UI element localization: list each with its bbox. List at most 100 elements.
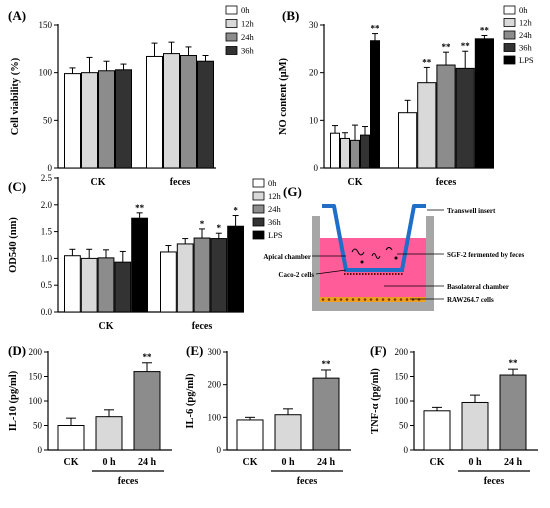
bar-e	[236, 419, 264, 451]
bar-f	[423, 410, 451, 451]
legend-label: 0h	[241, 5, 250, 15]
bar-b	[398, 112, 418, 169]
significance-marker: **	[442, 42, 452, 52]
significance-marker: *	[233, 206, 238, 216]
bar-f	[499, 374, 527, 451]
y-tick-label: 200	[29, 347, 43, 357]
significance-marker: **	[422, 57, 432, 67]
y-tick-label: 150	[39, 20, 53, 30]
feces-group-label: feces	[118, 476, 139, 487]
significance-marker: **	[480, 25, 490, 35]
raw264-cell-dot	[405, 298, 409, 301]
x-category-label: 24 h	[317, 457, 336, 468]
legend-swatch	[503, 18, 516, 27]
bar-b	[350, 139, 360, 169]
label-transwell-insert: Transwell insert	[447, 207, 496, 215]
raw264-cell-dot	[321, 298, 325, 301]
raw264-cell-dot	[393, 298, 397, 301]
legend-swatch	[225, 19, 238, 28]
y-tick-label: 100	[39, 68, 53, 78]
bar-b	[360, 134, 370, 169]
bar-a	[197, 60, 214, 169]
y-tick-label: 100	[395, 396, 409, 406]
y-axis-label: NO content (μM)	[278, 57, 289, 135]
bar-d	[133, 371, 161, 451]
x-category-label: feces	[192, 321, 213, 332]
x-category-label: 0 h	[281, 457, 295, 468]
leader-line	[315, 269, 347, 275]
legend-swatch	[252, 204, 265, 214]
y-tick-label: 10	[309, 115, 319, 125]
legend-swatch	[225, 5, 238, 15]
bar-c	[227, 225, 244, 313]
bar-a	[98, 70, 115, 169]
legend-label: 36h	[268, 217, 282, 227]
bar-a	[115, 69, 132, 169]
y-tick-label: 50	[33, 421, 43, 431]
x-category-label: CK	[64, 457, 79, 468]
bar-a	[81, 72, 98, 169]
well-left-wall	[312, 216, 320, 310]
legend-swatch	[252, 191, 265, 201]
x-category-label: 24 h	[504, 457, 523, 468]
label-basolateral-chamber: Basolateral chamber	[447, 283, 509, 291]
x-category-label: feces	[436, 177, 457, 188]
y-tick-label: 300	[208, 347, 222, 357]
raw264-cell-dot	[381, 298, 385, 301]
label-sgf2: SGF-2 fermented by feces	[447, 251, 524, 259]
x-category-label: 24 h	[138, 457, 157, 468]
legend-swatch	[225, 32, 238, 42]
panel-e-il6-chart: (E) 0 100 200 300 IL-6 (pg/ml) CK 0 h ** 24 h fece…	[185, 343, 351, 487]
y-tick-label: 0	[48, 163, 53, 173]
x-category-label: CK	[348, 177, 363, 188]
bar-e	[312, 377, 340, 451]
panel-f-tnf-alpha-chart: (F) 0 50 100 150 200 TNF-α (pg/ml) CK 0 h ** 24 h f…	[370, 343, 538, 487]
significance-marker: **	[371, 24, 381, 34]
y-tick-label: 2.5	[41, 173, 53, 183]
bacteria-squiggle	[371, 253, 381, 259]
legend-swatch	[225, 46, 238, 55]
raw264-cell-dot	[351, 298, 355, 301]
bar-b	[370, 40, 380, 169]
legend-label: 24h	[268, 204, 282, 214]
x-category-label: 0 h	[102, 457, 116, 468]
significance-marker: *	[217, 223, 222, 233]
raw264-cell-dot	[387, 298, 391, 301]
raw264-cell-layer	[320, 297, 426, 302]
panel-label-g: (G)	[283, 184, 302, 199]
bacteria-squiggle	[351, 248, 365, 256]
legend-swatch	[503, 5, 516, 15]
y-axis-label: IL-10 (pg/ml)	[8, 370, 19, 431]
significance-marker: *	[200, 219, 205, 229]
legend-label: 36h	[519, 43, 533, 53]
y-axis-label: TNF-α (pg/ml)	[370, 368, 381, 434]
y-tick-label: 0	[38, 445, 43, 455]
raw264-cell-dot	[363, 298, 367, 301]
raw264-cell-dot	[339, 298, 343, 301]
y-tick-label: 0.0	[41, 307, 53, 317]
bar-c	[97, 257, 115, 313]
significance-marker: **	[135, 203, 145, 213]
bar-b	[474, 38, 494, 169]
feces-group-label: feces	[297, 476, 318, 487]
raw264-cell-dot	[417, 298, 421, 301]
bar-b	[436, 64, 456, 169]
legend-swatch	[503, 55, 516, 65]
legend-label: 36h	[241, 46, 255, 56]
legend-label: LPS	[519, 55, 534, 65]
y-tick-label: 150	[29, 372, 43, 382]
legend-label: 12h	[241, 19, 255, 29]
raw264-cell-dot	[333, 298, 337, 301]
bacteria-squiggle	[385, 247, 393, 251]
legend-swatch	[252, 217, 265, 227]
raw264-cell-dot	[345, 298, 349, 301]
bar-a	[163, 53, 180, 169]
x-category-label: CK	[243, 457, 258, 468]
transwell-insert-outline	[322, 204, 426, 272]
bar-c	[64, 255, 81, 313]
y-tick-label: 0	[314, 163, 319, 173]
y-tick-label: 2.0	[41, 200, 53, 210]
bar-b	[330, 132, 340, 169]
y-tick-label: 30	[309, 20, 319, 30]
